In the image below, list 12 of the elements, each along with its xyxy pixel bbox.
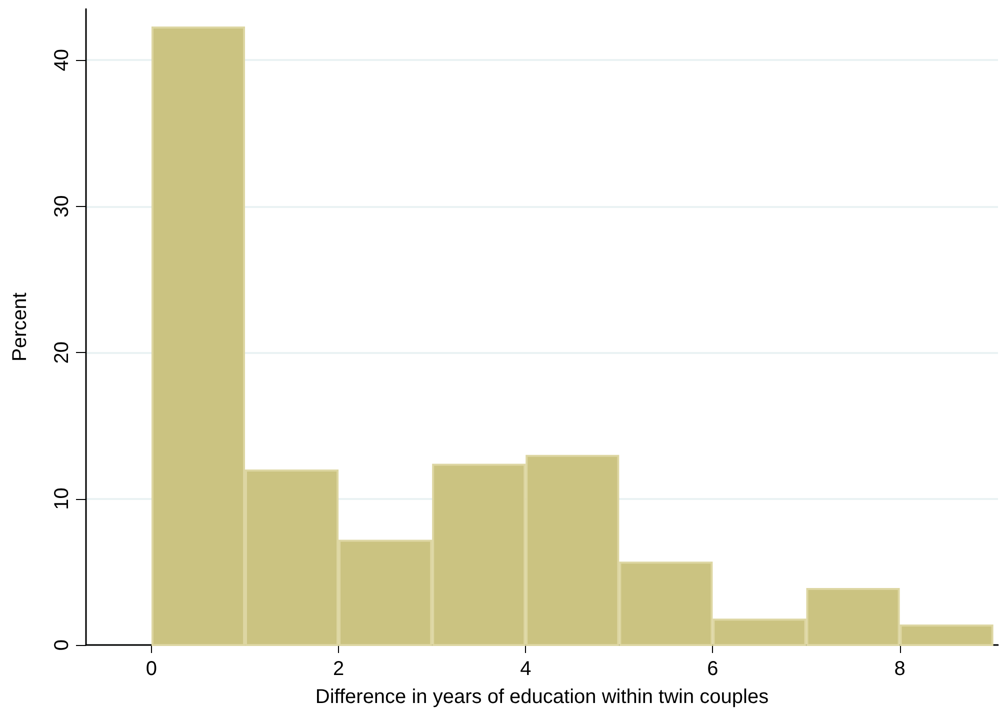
x-axis-title: Difference in years of education within twin couples	[315, 686, 769, 708]
y-tick-label: 0	[51, 639, 73, 651]
y-tick-label: 10	[51, 488, 73, 510]
x-tick-label: 0	[146, 658, 158, 680]
y-tick-label: 30	[51, 195, 73, 218]
x-tick-label: 8	[894, 658, 906, 680]
y-tick-label: 40	[51, 49, 73, 72]
y-tick-label: 20	[51, 341, 73, 364]
x-tick-label: 2	[332, 658, 344, 680]
x-tick-label: 4	[520, 658, 532, 680]
x-tick-label: 6	[707, 658, 718, 680]
y-axis-title: Percent	[9, 292, 31, 362]
